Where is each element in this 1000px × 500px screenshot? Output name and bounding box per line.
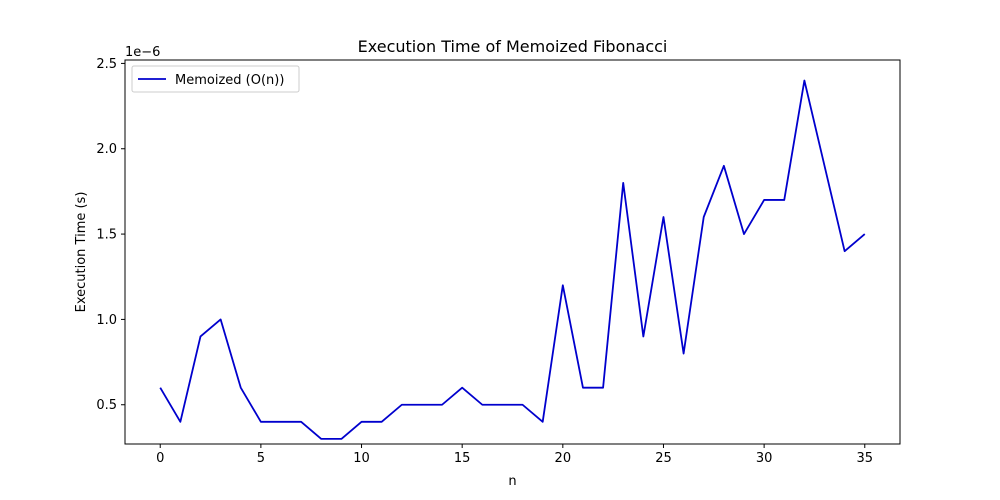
x-tick-label: 30: [756, 451, 773, 466]
y-tick-label: 2.0: [96, 142, 117, 157]
x-tick-label: 25: [655, 451, 672, 466]
x-tick-label: 5: [257, 451, 265, 466]
x-tick-label: 15: [454, 451, 471, 466]
series-layer: [159, 79, 866, 440]
plot-area: [124, 59, 901, 445]
y-offset-label: 1e−6: [125, 45, 160, 60]
y-axis: 0.5 1.0 1.5 2.0 2.5: [96, 57, 125, 413]
y-tick-label: 1.0: [96, 313, 117, 328]
chart-title: Execution Time of Memoized Fibonacci: [358, 37, 668, 56]
x-tick-label: 10: [353, 451, 370, 466]
legend: Memoized (O(n)): [131, 65, 300, 93]
x-tick-label: 0: [156, 451, 164, 466]
x-axis-label: n: [508, 474, 516, 489]
series-line: [159, 79, 866, 440]
y-tick-label: 1.5: [96, 228, 117, 243]
x-tick-label: 35: [856, 451, 873, 466]
x-axis: 0 5 10 15 20 25 30 35: [156, 444, 873, 466]
legend-entry-label: Memoized (O(n)): [175, 73, 284, 88]
y-tick-label: 0.5: [96, 398, 117, 413]
legend-box: [131, 65, 300, 93]
y-tick-label: 2.5: [96, 57, 117, 72]
x-tick-label: 20: [555, 451, 572, 466]
y-axis-label: Execution Time (s): [74, 192, 89, 313]
